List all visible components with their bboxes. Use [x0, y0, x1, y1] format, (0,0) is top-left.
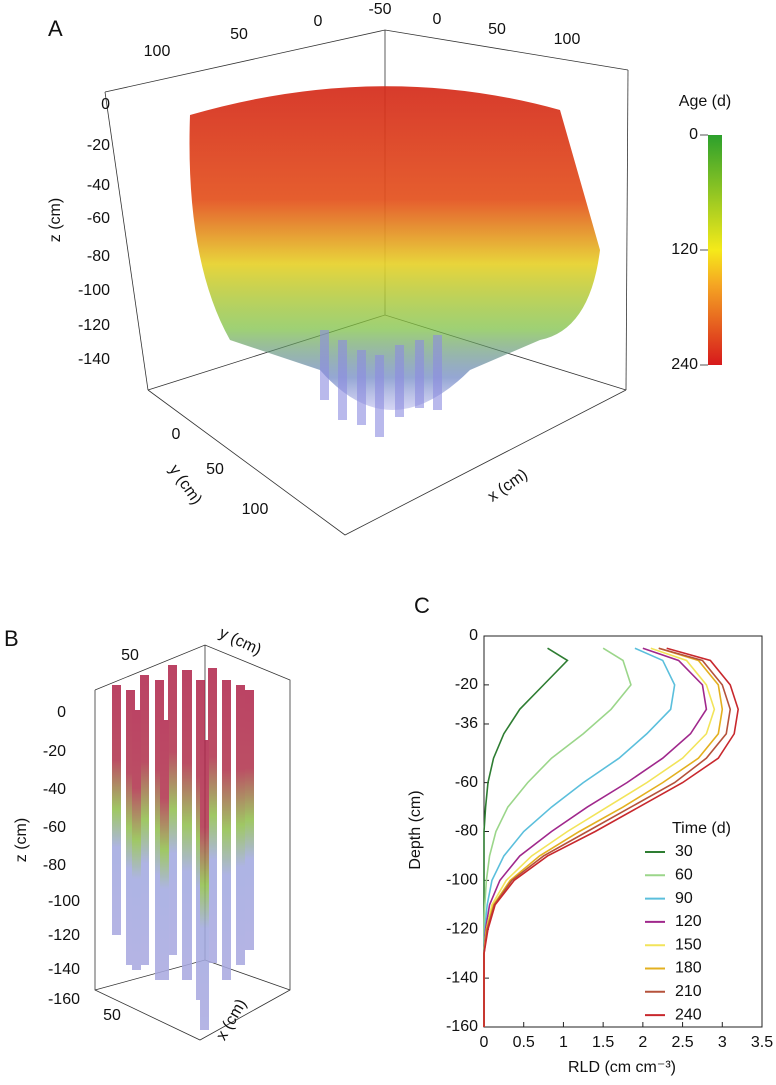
tick-label: -50 [368, 1, 391, 18]
x-tick-label: 3.5 [751, 1034, 773, 1051]
y-tick-label: -140 [446, 969, 478, 986]
tick-label: 50 [230, 26, 248, 43]
colorbar [708, 135, 722, 365]
x-tick-label: 1.5 [592, 1034, 614, 1051]
tick-label: 0 [433, 11, 442, 28]
panel-label: C [414, 593, 430, 618]
x-tick-label: 0 [480, 1034, 489, 1051]
x-tick-label: 3 [718, 1034, 727, 1051]
panel-b: B 50 y (cm) 0 -20 -40 -60 -80 -100 -120 … [4, 625, 291, 1043]
y-tick-label: -160 [446, 1018, 478, 1035]
colorbar-title: Age (d) [679, 93, 731, 110]
panel-c: C Depth (cm) RLD (cm cm⁻³) Time (d) 0 0.5… [407, 593, 773, 1076]
tick-label: 50 [488, 21, 506, 38]
colorbar-tick-label: 0 [689, 126, 698, 143]
x-tick-label: 0.5 [513, 1034, 535, 1051]
tick-label: 100 [242, 501, 269, 518]
axis-label: RLD (cm cm⁻³) [568, 1059, 676, 1076]
axis-label: z (cm) [13, 818, 30, 862]
tick-label: -80 [43, 857, 66, 874]
legend-label: 180 [675, 960, 702, 977]
series-line [483, 647, 739, 1027]
y-tick-label: -60 [455, 774, 478, 791]
tick-label: 0 [57, 704, 66, 721]
colorbar-tick-label: 240 [671, 356, 698, 373]
tick-label: -140 [48, 961, 80, 978]
y-tick-label: -20 [455, 676, 478, 693]
series-line [483, 647, 676, 1027]
x-tick-label: 2 [638, 1034, 647, 1051]
axis-label: Depth (cm) [407, 790, 424, 869]
z-ticks: 0 -20 -40 -60 -80 -100 -120 -140 -160 [43, 704, 80, 1008]
colorbar-ticks: 0 120 240 [671, 126, 708, 373]
x-tick-label: 1 [559, 1034, 568, 1051]
axis-label: x (cm) [485, 466, 531, 505]
series-line [483, 647, 708, 1027]
tick-label: 100 [554, 31, 581, 48]
legend-label: 90 [675, 890, 693, 907]
y-tick-label: -100 [446, 872, 478, 889]
tick-label: -60 [87, 210, 110, 227]
legend-label: 120 [675, 913, 702, 930]
tick-label: -80 [87, 248, 110, 265]
tick-label: -20 [87, 137, 110, 154]
root-system [189, 86, 600, 410]
colorbar-tick-label: 120 [671, 241, 698, 258]
tick-label: 0 [172, 426, 181, 443]
axis-label: y (cm) [216, 625, 263, 659]
tick-label: 50 [103, 1007, 121, 1024]
legend-label: 60 [675, 867, 693, 884]
axis-label: x (cm) [213, 996, 250, 1043]
tick-label: -20 [43, 743, 66, 760]
top-ticks: 100 50 0 -50 0 50 100 [144, 1, 581, 60]
panel-a: A 100 50 0 -50 0 50 100 0 -20 -40 -60 -8… [47, 1, 731, 536]
x-tick-label: 2.5 [671, 1034, 693, 1051]
legend-label: 30 [675, 843, 693, 860]
y-tick-label: -120 [446, 920, 478, 937]
tick-label: -120 [48, 927, 80, 944]
tick-label: 100 [144, 43, 171, 60]
legend-label: 210 [675, 983, 702, 1000]
series-line [483, 647, 569, 1027]
y-tick-label: -80 [455, 823, 478, 840]
panel-label: A [48, 16, 63, 41]
tick-label: -100 [48, 893, 80, 910]
tick-label: 0 [314, 13, 323, 30]
tick-label: -140 [78, 351, 110, 368]
tick-label: 50 [121, 647, 139, 664]
tick-label: -60 [43, 819, 66, 836]
root-columns [112, 665, 254, 1030]
y-tick-label: -36 [455, 715, 478, 732]
tick-label: 50 [206, 461, 224, 478]
tick-label: -160 [48, 991, 80, 1008]
tick-label: 0 [101, 96, 110, 113]
panel-label: B [4, 626, 19, 651]
legend-title: Time (d) [672, 820, 731, 837]
axis-label: z (cm) [47, 198, 64, 242]
tick-label: -100 [78, 282, 110, 299]
legend-label: 150 [675, 936, 702, 953]
legend-label: 240 [675, 1006, 702, 1023]
y-tick-label: 0 [469, 627, 478, 644]
tick-label: -40 [43, 781, 66, 798]
z-ticks: 0 -20 -40 -60 -80 -100 -120 -140 [78, 96, 110, 368]
tick-label: -40 [87, 177, 110, 194]
root-columns [320, 330, 442, 437]
tick-label: -120 [78, 317, 110, 334]
axis-label: y (cm) [166, 462, 205, 508]
